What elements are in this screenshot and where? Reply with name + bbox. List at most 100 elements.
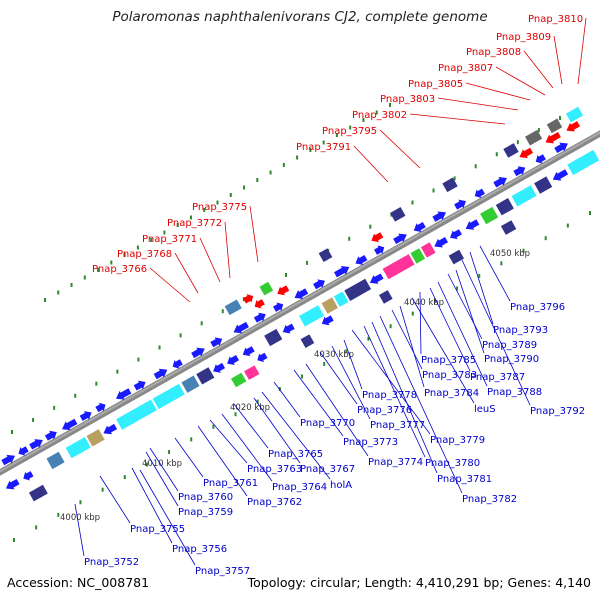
tick-dot: [79, 500, 82, 505]
gene-arrow: [333, 266, 350, 278]
gene-block-shape: [116, 399, 157, 430]
tick-dot: [53, 405, 56, 410]
gene-block: [511, 185, 537, 207]
gene-block: [567, 149, 600, 176]
gene-arrow: [79, 411, 92, 421]
top-gene-label: Pnap_3807: [438, 63, 493, 74]
label-leader: [399, 305, 425, 388]
scale-labels: 4000 kbp 4010 kbp 4020 kbp 4030 kbp 4040 kbp…: [60, 249, 530, 523]
tick-dot: [453, 176, 456, 181]
gene-arrow: [321, 315, 334, 326]
gene-block-shape: [500, 220, 517, 235]
gene-arrow: [44, 430, 57, 441]
gene-arrow: [374, 245, 385, 255]
tick-dot: [456, 286, 459, 291]
gene-block-shape: [321, 297, 339, 314]
gene-arrow-shape: [79, 411, 92, 421]
tick-dot: [349, 125, 352, 130]
gene-arrow-shape: [333, 266, 350, 278]
tick-dot: [13, 538, 15, 542]
tick-dot: [150, 238, 153, 242]
label-leader: [221, 413, 273, 482]
label-leader: [391, 309, 423, 370]
bottom-gene-label: Pnap_3761: [203, 478, 258, 489]
gene-block: [46, 451, 65, 470]
label-leader: [261, 391, 331, 480]
gene-block-shape: [480, 206, 499, 225]
gene-labels: Pnap_3766 Pnap_3768 Pnap_3771 Pnap_3772 Pnap…: [84, 14, 585, 577]
tick-dot: [348, 236, 351, 241]
gene-arrow-shape: [413, 222, 426, 232]
bottom-gene-label: Pnap_3785: [421, 355, 476, 366]
bottom-gene-label: Pnap_3787: [470, 372, 525, 383]
gene-arrow: [513, 166, 526, 177]
gene-block-shape: [196, 367, 215, 385]
label-leader: [319, 351, 358, 405]
genome-summary-text: Topology: circular; Length: 4,410,291 bp…: [247, 575, 591, 590]
gene-arrow-shape: [545, 131, 561, 144]
tick-dot: [243, 185, 246, 190]
label-leader: [371, 321, 438, 474]
label-leader: [429, 287, 471, 372]
gene-arrow: [153, 368, 168, 380]
tick-dot: [158, 345, 161, 350]
bottom-gene-label: Pnap_3759: [178, 507, 233, 518]
gene-arrow: [552, 169, 569, 181]
bottom-gene-label: Pnap_3781: [437, 474, 492, 485]
gene-block: [152, 383, 185, 410]
gene-arrow-shape: [277, 285, 290, 296]
label-leader: [149, 447, 179, 492]
gene-arrow: [273, 302, 284, 312]
tick-dot: [200, 321, 203, 326]
tick-dot: [322, 140, 325, 145]
bottom-gene-label: Pnap_3774: [368, 457, 423, 468]
gene-arrow: [393, 233, 407, 244]
gene-arrow: [545, 131, 561, 144]
gene-block: [299, 305, 325, 327]
label-leader: [253, 397, 301, 464]
bottom-gene-label: Pnap_3783: [422, 370, 477, 381]
tick-dot: [74, 393, 77, 398]
tick-dot: [123, 253, 126, 257]
gene-arrow: [454, 199, 467, 210]
gene-arrow-shape: [432, 211, 447, 222]
gene-arrow: [5, 478, 20, 490]
gene-block-shape: [565, 106, 584, 123]
label-leader: [437, 281, 488, 387]
gene-block-shape: [442, 177, 458, 193]
gene-block: [420, 242, 436, 258]
bottom-gene-label: Pnap_3789: [482, 340, 537, 351]
bottom-gene-label: Pnap_3773: [343, 437, 398, 448]
tick-dot: [432, 188, 435, 193]
bottom-gene-label: Pnap_3760: [178, 492, 233, 503]
gene-arrow: [18, 446, 29, 456]
gene-block: [379, 290, 393, 304]
tick-dot: [474, 164, 477, 169]
gene-arrow-shape: [566, 121, 581, 132]
gene-block-shape: [495, 198, 514, 216]
label-leader: [351, 329, 431, 435]
tick-dot: [221, 309, 224, 314]
tick-marks: [11, 103, 591, 542]
gene-arrow: [213, 362, 226, 373]
gene-arrow-shape: [493, 177, 507, 188]
gene-block-shape: [46, 451, 65, 470]
top-gene-label: Pnap_3795: [322, 126, 377, 137]
tick-dot: [57, 290, 60, 295]
tick-dot: [282, 163, 285, 167]
tick-dot: [301, 374, 303, 379]
gene-arrow: [95, 402, 106, 413]
bottom-gene-label: Pnap_3756: [172, 544, 227, 555]
gene-block: [181, 375, 200, 393]
tick-dot: [495, 152, 498, 157]
gene-arrow-shape: [253, 312, 266, 323]
label-leader: [139, 469, 196, 566]
bottom-gene-label: Pnap_3778: [362, 390, 417, 401]
gene-block: [230, 372, 247, 388]
gene-arrow-shape: [355, 254, 368, 265]
label-leader: [131, 467, 173, 544]
gene-arrow: [243, 294, 254, 304]
label-leader: [224, 221, 231, 279]
label-leader: [495, 66, 546, 96]
gene-block: [116, 399, 157, 430]
